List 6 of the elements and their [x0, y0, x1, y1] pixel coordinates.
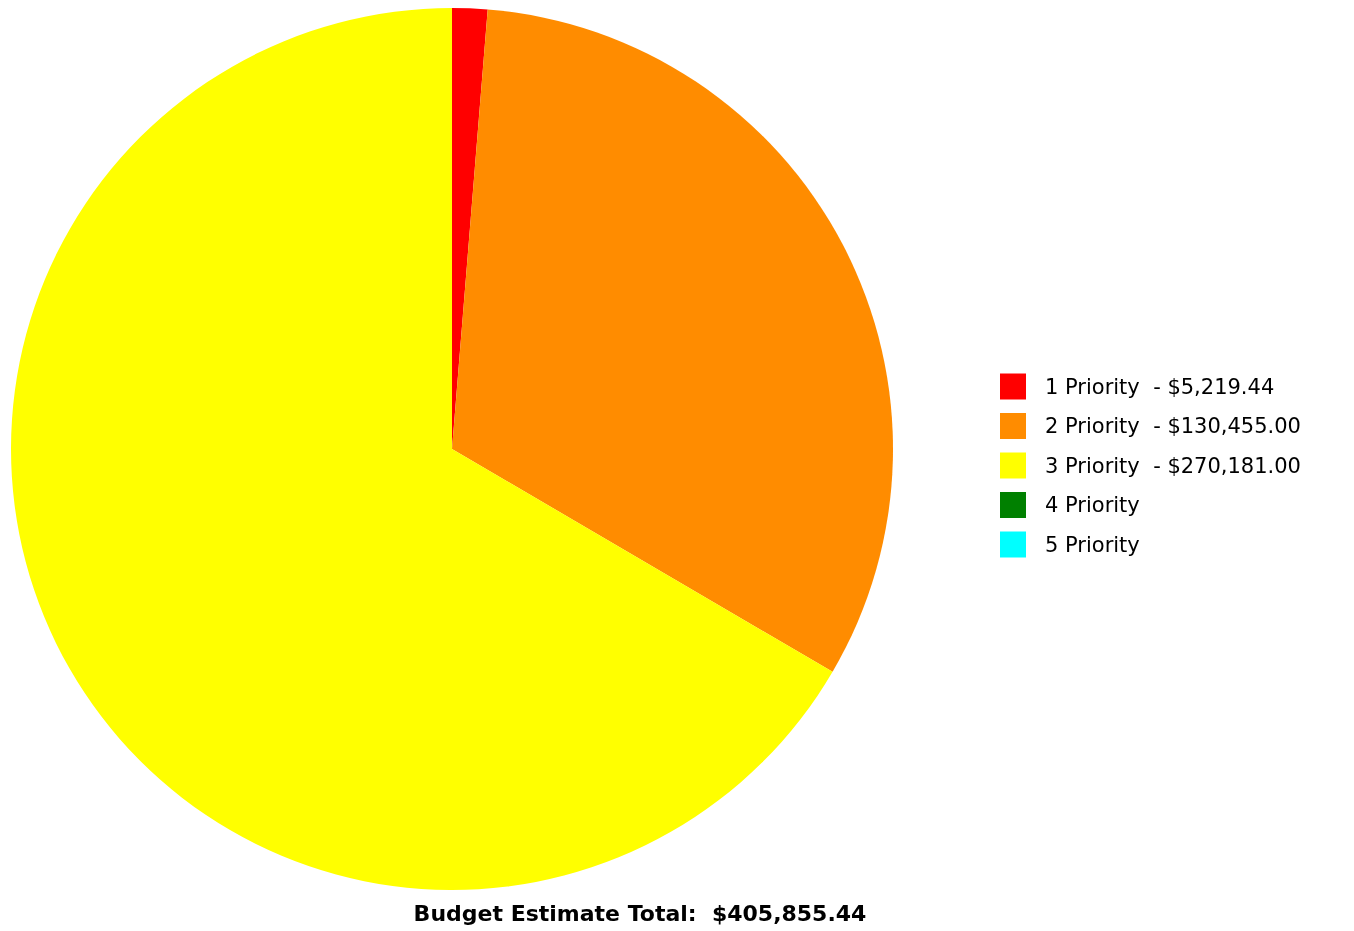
legend-label: 2 Priority - $130,455.00 [1045, 414, 1301, 438]
legend-label: 1 Priority - $5,219.44 [1045, 374, 1275, 399]
legend-label: 4 Priority [1045, 493, 1140, 517]
text: Budget Estimate Total: $405,855.44 [413, 900, 867, 926]
legend-label: 3 Priority - $270,181.00 [1045, 453, 1301, 478]
legend-label: 5 Priority [1045, 532, 1140, 557]
